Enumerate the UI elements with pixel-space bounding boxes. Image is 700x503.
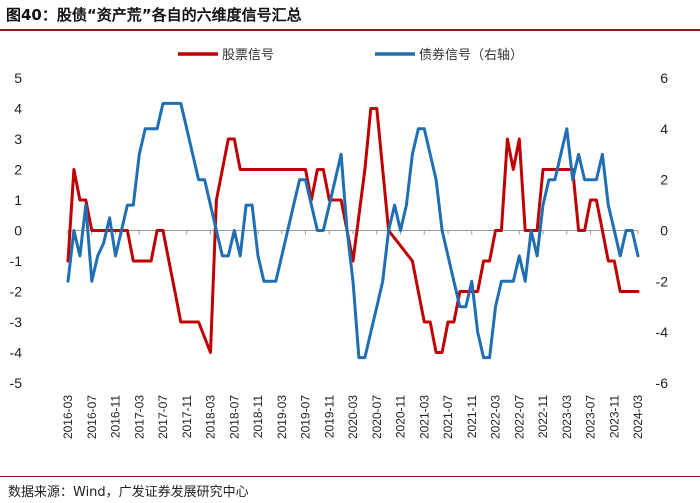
x-tick-label: 2017-07 [156,395,170,439]
legend-bond-label: 债券信号（右轴） [419,47,523,63]
x-tick-label: 2016-11 [109,395,123,438]
y-left-tick-label: -2 [10,284,23,300]
x-tick-label: 2020-07 [370,395,384,439]
y-left-tick-label: -3 [10,314,23,330]
legend-stock-label: 股票信号 [222,48,274,63]
x-tick-label: 2018-07 [227,395,241,439]
y-right-tick-label: 4 [660,121,668,137]
series-group [66,101,640,360]
figure-title: 图40：股债“资产荒”各自的六维度信号汇总 [6,6,302,24]
y-left-tick-label: 4 [14,101,22,117]
x-tick-label: 2023-07 [584,395,598,439]
y-left-tick-label: 2 [14,162,22,178]
x-tick-label: 2017-03 [132,395,146,439]
legend: 股票信号 债券信号（右轴） [178,47,523,63]
x-tick-label: 2023-03 [560,395,574,439]
x-tick-label: 2021-07 [441,395,455,439]
x-tick-label: 2023-11 [607,395,621,438]
x-tick-label: 2019-07 [299,395,313,439]
y-left-tick-label: 5 [14,70,22,86]
x-axis: 2016-03 2016-07 2016-11 2017-03 2017-07 2017-… [61,230,645,439]
x-tick-label: 2019-03 [275,395,289,439]
x-tick-label: 2020-11 [394,395,408,438]
source-divider [0,476,700,477]
x-tick-label: 2021-03 [417,395,431,439]
y-left-tick-label: 3 [14,131,22,147]
y-left-tick-label: -4 [10,345,23,361]
y-axis-left: 5 4 3 2 1 0 -1 -2 -3 -4 -5 [10,70,23,391]
x-tick-label: 2022-11 [536,395,550,438]
y-left-tick-label: -5 [10,375,23,391]
y-left-tick-label: 1 [14,192,22,208]
x-tick-label: 2016-03 [61,395,75,439]
x-tick-label: 2020-03 [346,395,360,439]
y-right-tick-label: 0 [660,223,668,239]
y-right-tick-label: -4 [656,324,669,340]
y-left-tick-label: 0 [14,223,22,239]
x-tick-label: 2016-07 [85,395,99,439]
source-note: 数据来源：Wind，广发证券发展研究中心 [8,485,249,500]
y-right-tick-label: 2 [660,172,668,188]
x-tick-label: 2024-03 [631,395,645,439]
x-tick-label: 2018-11 [251,395,265,438]
y-right-tick-label: -2 [656,273,669,289]
y-left-tick-label: -1 [10,253,23,269]
x-tick-label: 2022-03 [489,395,503,439]
x-tick-label: 2017-11 [180,395,194,438]
x-tick-label: 2021-11 [465,395,479,438]
y-right-tick-label: 6 [660,70,668,86]
x-tick-label: 2022-07 [512,395,526,439]
y-right-tick-label: -6 [656,375,669,391]
x-tick-label: 2018-03 [204,395,218,439]
x-tick-label: 2019-11 [322,395,336,438]
title-divider [0,29,700,31]
series-line-bond [66,101,640,360]
y-axis-right: 6 4 2 0 -2 -4 -6 [656,70,669,391]
